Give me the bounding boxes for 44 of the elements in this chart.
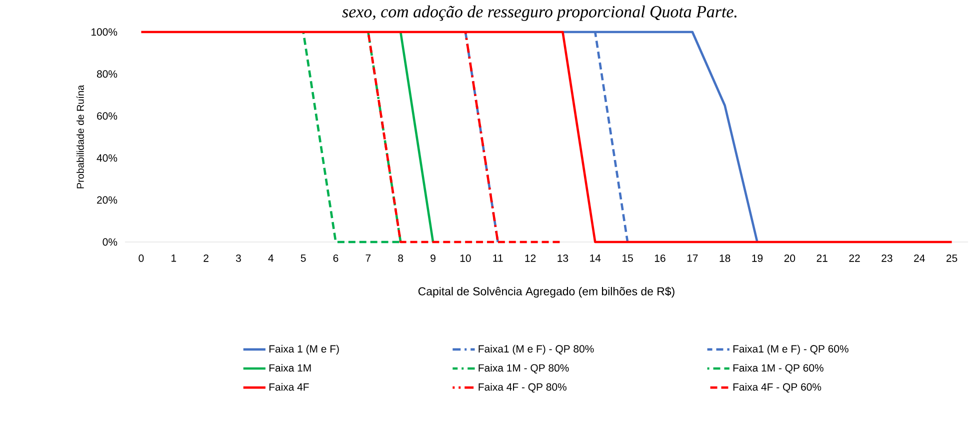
y-axis-title: Probabilidade de Ruína [76,84,84,188]
x-tick-label: 3 [236,254,241,262]
legend-label: Faixa 1 (M e F) [269,344,339,355]
x-tick-label: 4 [268,254,274,262]
legend-label: Faixa1 (M e F) - QP 60% [733,344,848,355]
legend-label: Faixa1 (M e F) - QP 80% [478,344,594,355]
x-tick-label: 21 [816,254,828,262]
x-tick-label: 23 [882,254,892,262]
legend-label: Faixa 1M [269,364,311,372]
x-tick-label: 15 [622,254,633,262]
x-tick-label: 13 [558,254,568,262]
x-tick-label: 2 [204,254,208,262]
x-axis-title: Capital de Solvência Agregado (em bilhões de R$) [418,286,674,298]
y-tick-label: 100% [92,28,118,36]
y-tick-label: 60% [97,112,118,120]
x-tick-label: 18 [720,254,730,262]
x-tick-label: 7 [366,254,371,262]
legend-label: Faixa 4F - QP 60% [733,383,822,393]
y-tick-label: 80% [96,70,118,78]
x-tick-label: 22 [849,254,860,262]
y-tick-label: 0% [102,238,118,246]
x-tick-label: 20 [784,254,796,262]
x-tick-label: 1 [172,254,176,262]
y-tick-label: 40% [96,154,118,162]
x-tick-label: 16 [654,254,666,262]
x-tick-label: 25 [946,254,958,262]
x-tick-label: 11 [493,254,503,262]
x-tick-label: 19 [752,254,763,262]
x-tick-label: 24 [914,254,925,262]
x-tick-label: 8 [398,254,404,262]
chart-title: sexo, com adoção de resseguro proporcional Quota Parte. [342,6,736,21]
legend-label: Faixa 1M - QP 80% [478,364,569,374]
legend-label: Faixa 4F [269,383,309,391]
y-tick-label: 20% [97,196,118,204]
x-tick-label: 9 [430,254,436,262]
x-tick-label: 17 [687,254,698,262]
x-tick-label: 6 [333,254,338,262]
x-tick-label: 12 [525,254,536,262]
legend-label: Faixa 4F - QP 80% [478,383,566,393]
legend-label: Faixa 1M - QP 60% [733,364,824,374]
x-tick-label: 5 [300,254,306,262]
x-tick-label: 10 [460,254,471,262]
x-tick-label: 0 [138,254,144,262]
x-tick-label: 14 [590,254,601,262]
